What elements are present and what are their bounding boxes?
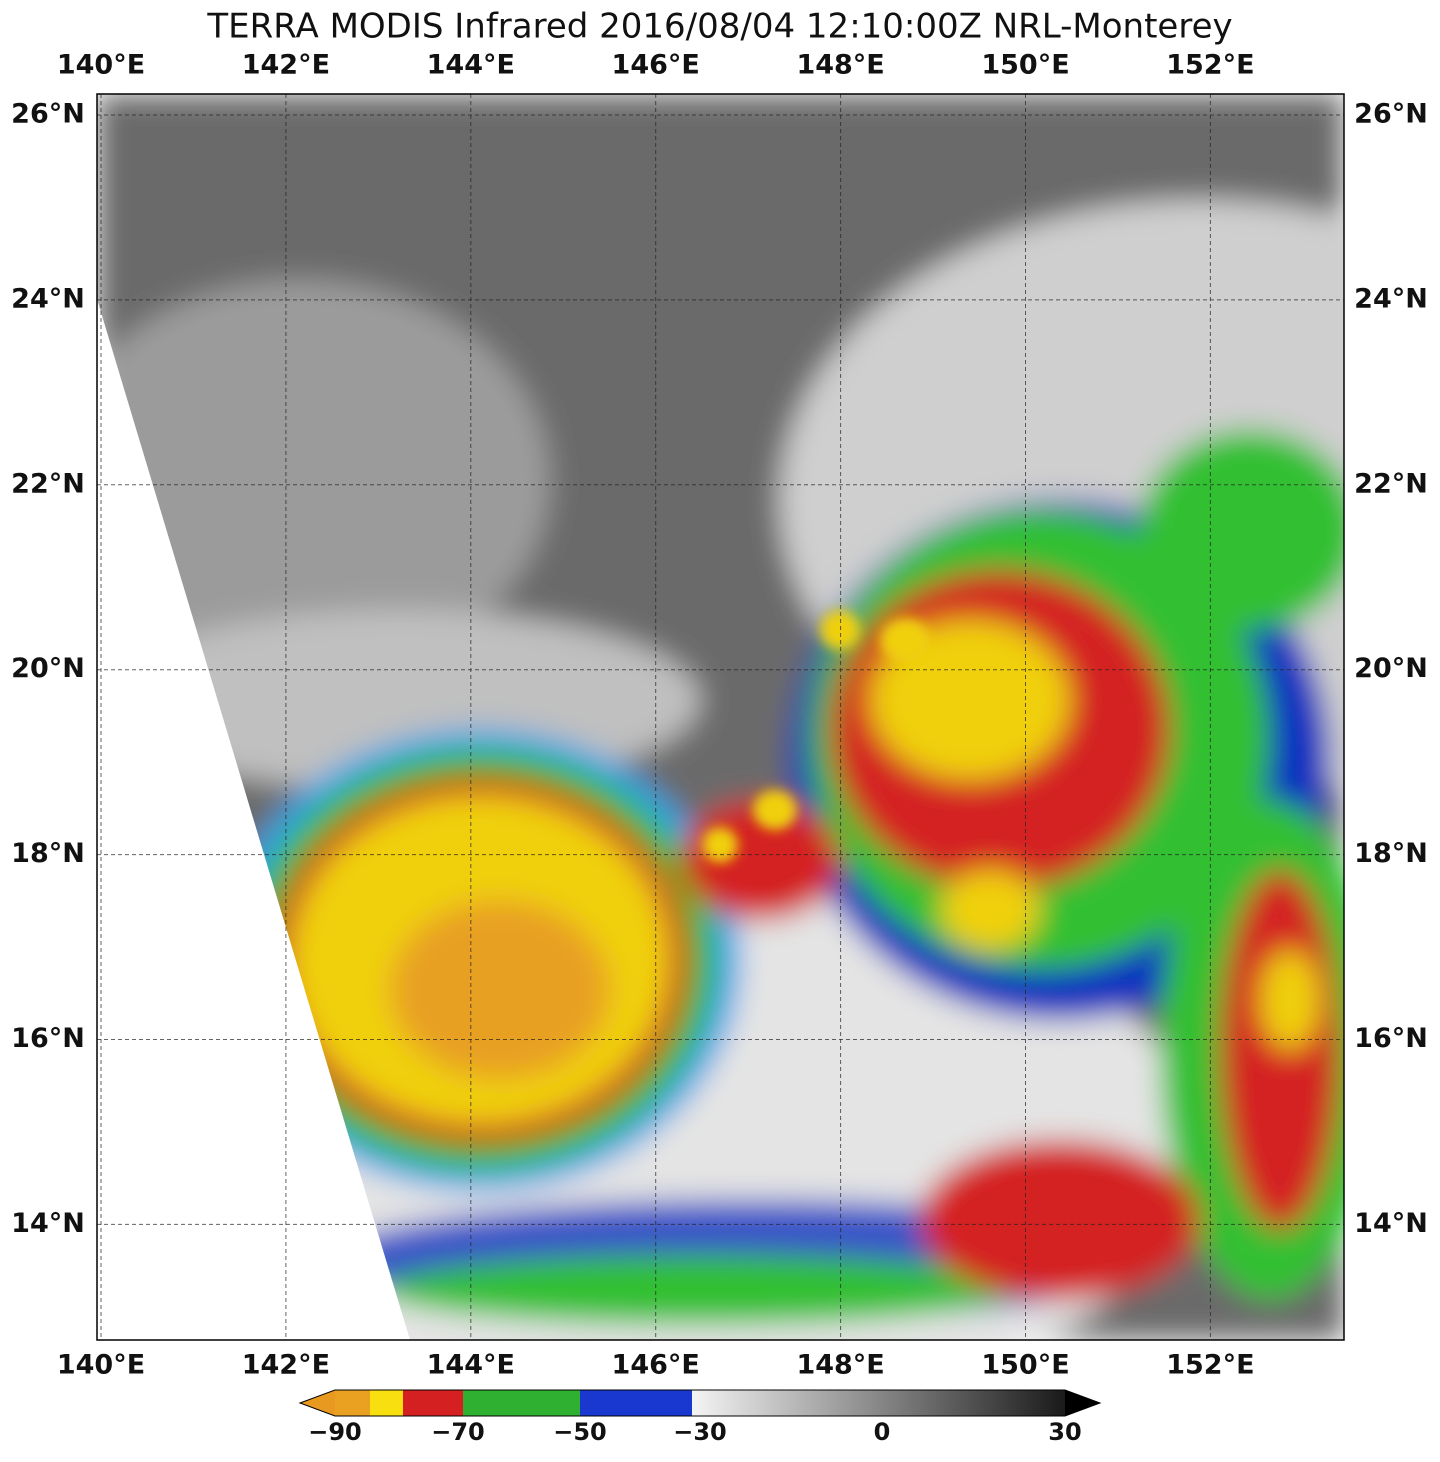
latitude-label: 26°N: [1354, 99, 1428, 130]
longitude-label: 150°E: [981, 50, 1069, 81]
latitude-label: 18°N: [1354, 838, 1428, 869]
latitude-label: 24°N: [11, 283, 85, 314]
longitude-label: 144°E: [427, 50, 515, 81]
colorbar-label: 30: [1048, 1418, 1081, 1446]
longitude-label: 148°E: [796, 50, 884, 81]
latitude-label: 22°N: [11, 468, 85, 499]
latitude-label: 22°N: [1354, 468, 1428, 499]
latitude-label: 24°N: [1354, 283, 1428, 314]
latitude-label: 16°N: [1354, 1023, 1428, 1054]
colorbar-label: −70: [431, 1418, 485, 1446]
colorbar-label: −30: [673, 1418, 727, 1446]
colorbar-label: −90: [308, 1418, 362, 1446]
latitude-label: 16°N: [11, 1023, 85, 1054]
longitude-label: 148°E: [796, 1350, 884, 1381]
longitude-label: 144°E: [427, 1350, 515, 1381]
longitude-label: 146°E: [612, 50, 700, 81]
latitude-label: 14°N: [11, 1208, 85, 1239]
longitude-label: 150°E: [981, 1350, 1069, 1381]
satellite-image: [97, 94, 1344, 1340]
title: TERRA MODIS Infrared 2016/08/04 12:10:00…: [206, 7, 1232, 47]
longitude-label: 142°E: [242, 50, 330, 81]
latitude-label: 20°N: [11, 653, 85, 684]
longitude-label: 146°E: [612, 1350, 700, 1381]
latitude-label: 18°N: [11, 838, 85, 869]
longitude-label: 152°E: [1166, 1350, 1254, 1381]
longitude-label: 140°E: [57, 50, 145, 81]
colorbar-label: 0: [874, 1418, 891, 1446]
map-frame: [96, 93, 1345, 1341]
colorbar: −90 −70 −50 −30 0 30: [298, 1389, 1102, 1446]
colorbar-label: −50: [553, 1418, 607, 1446]
latitude-label: 20°N: [1354, 653, 1428, 684]
latitude-label: 14°N: [1354, 1208, 1428, 1239]
longitude-label: 140°E: [57, 1350, 145, 1381]
longitude-label: 152°E: [1166, 50, 1254, 81]
latitude-label: 26°N: [11, 99, 85, 130]
longitude-label: 142°E: [242, 1350, 330, 1381]
